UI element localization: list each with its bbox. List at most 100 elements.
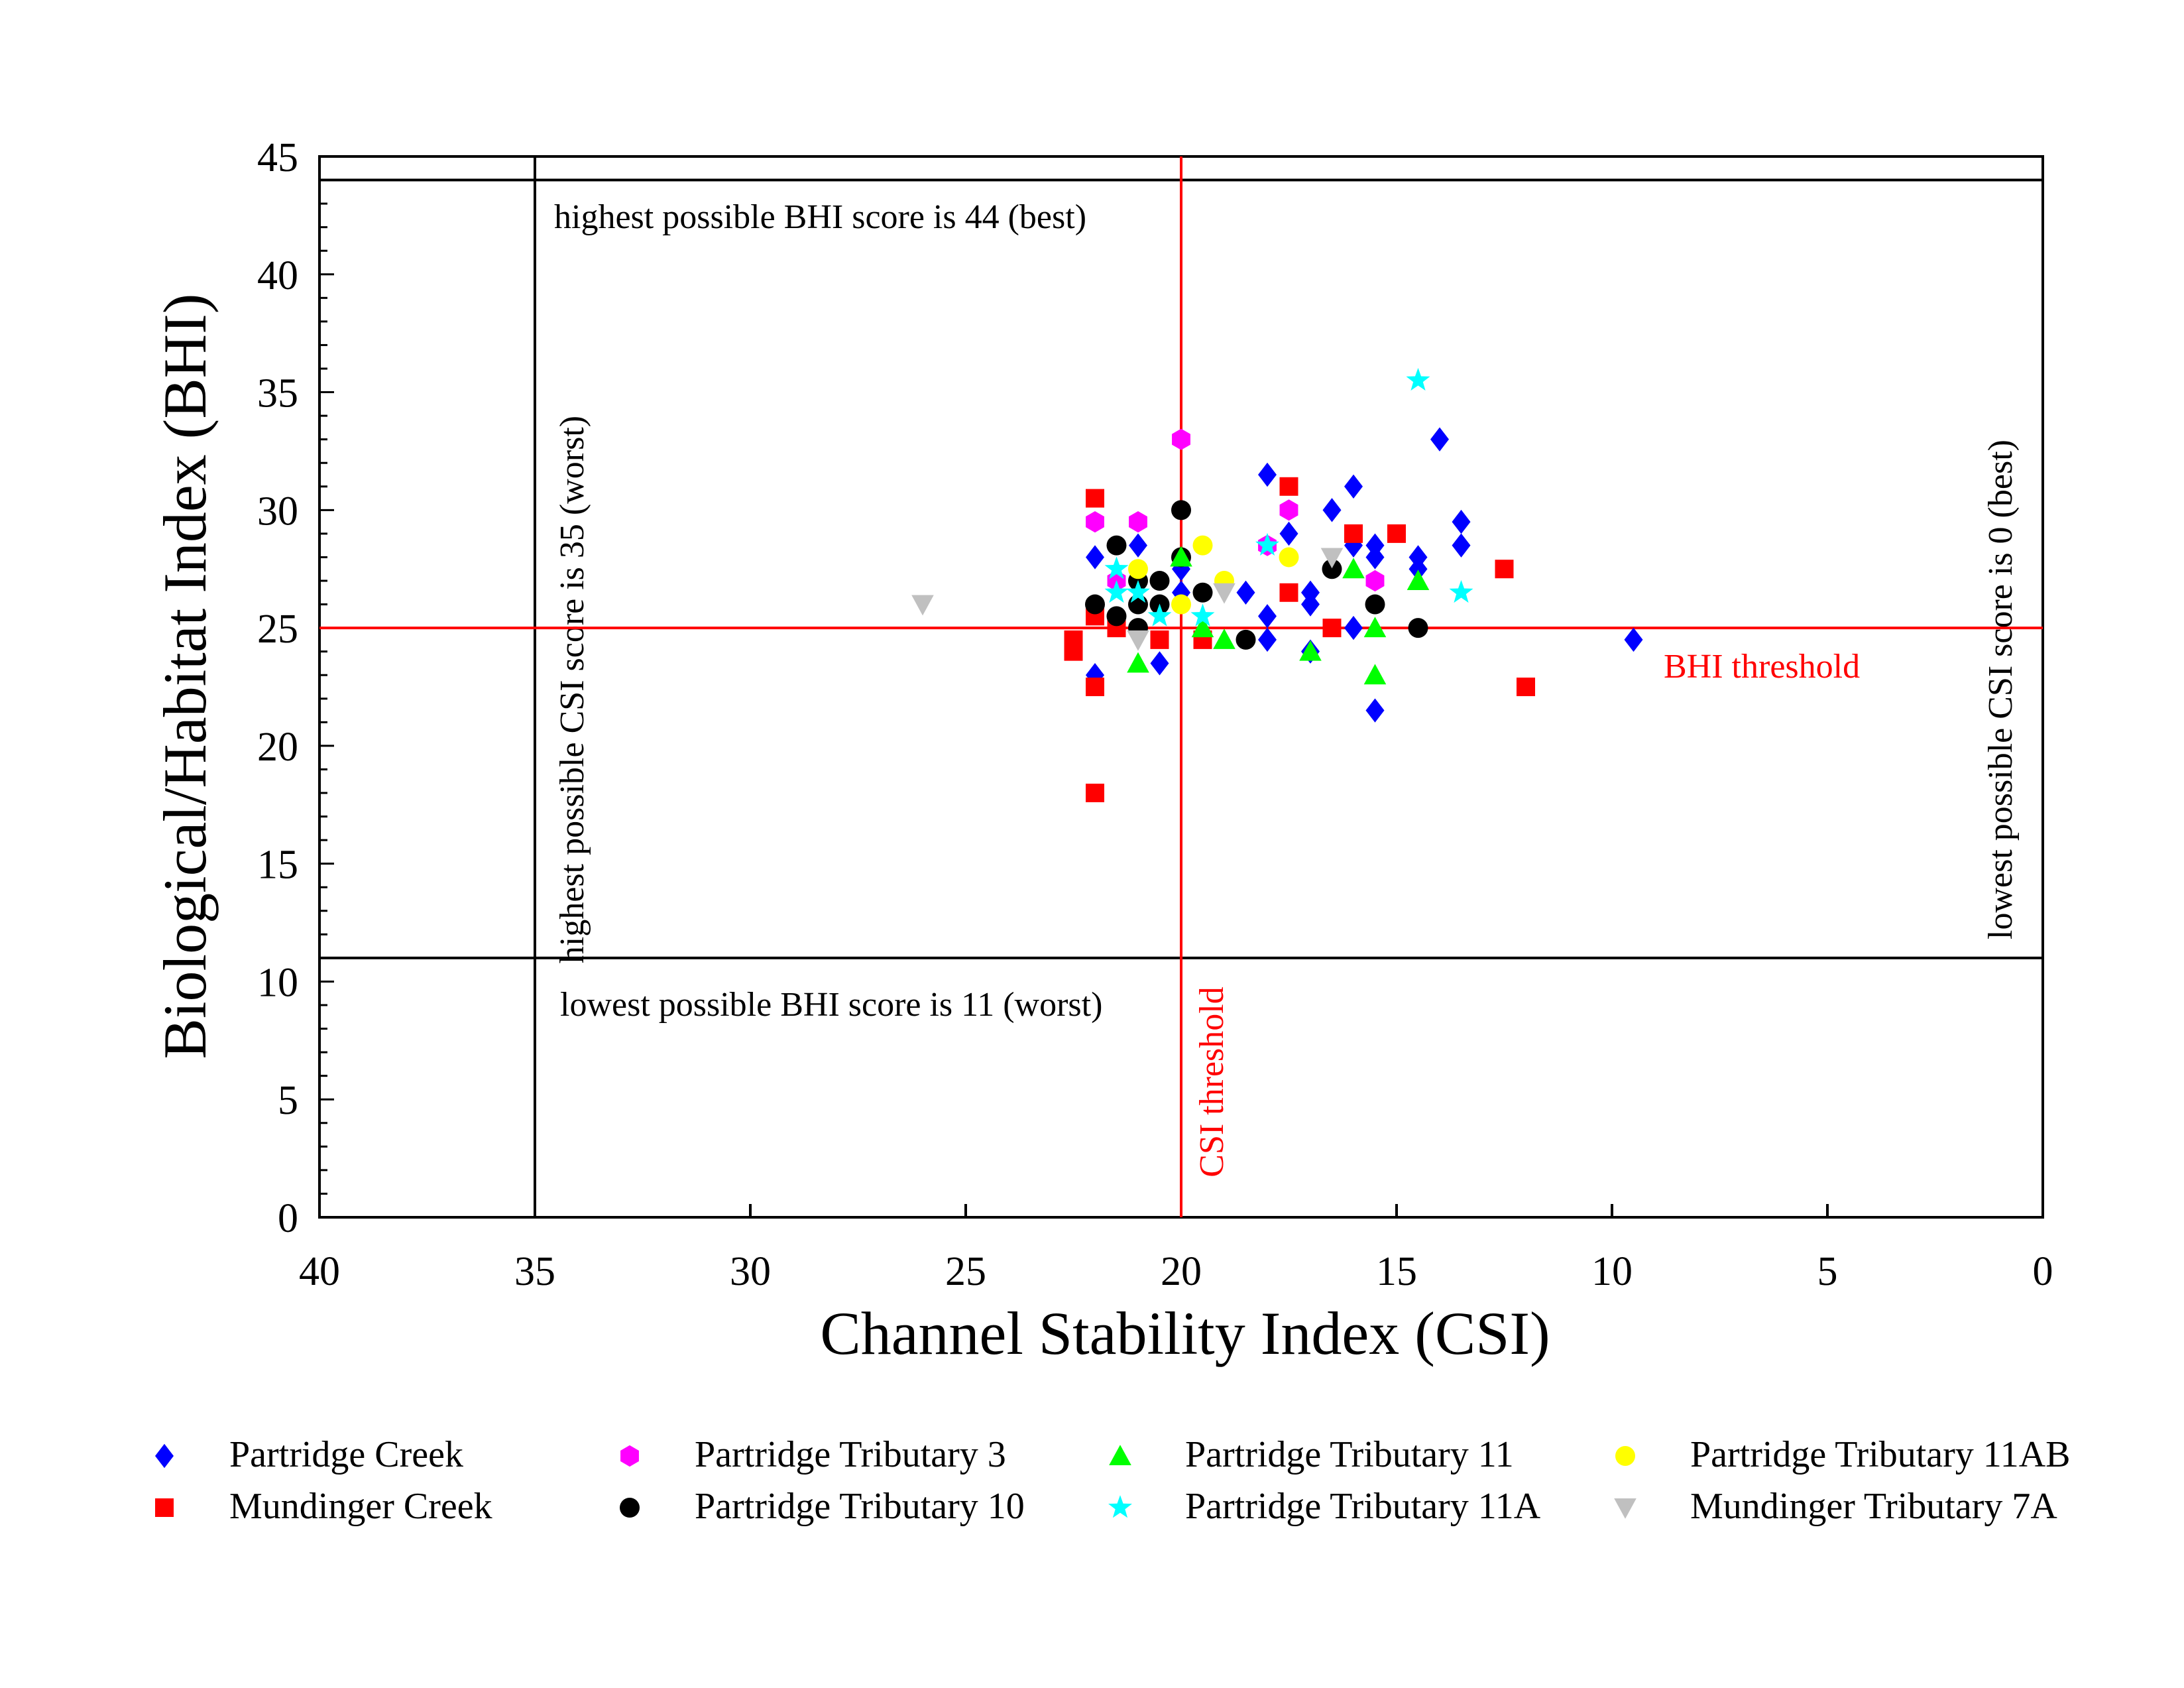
data-point xyxy=(1322,619,1342,638)
data-point xyxy=(1279,547,1299,568)
data-point xyxy=(1452,509,1471,534)
data-point xyxy=(1085,594,1105,615)
data-point xyxy=(1086,678,1104,696)
data-point xyxy=(1171,500,1191,520)
data-point xyxy=(1344,474,1363,499)
legend-label: Partridge Tributary 10 xyxy=(695,1486,1025,1527)
data-point xyxy=(1147,603,1172,627)
data-point xyxy=(1086,511,1104,533)
data-point xyxy=(1387,524,1406,543)
legend-label: Partridge Tributary 3 xyxy=(695,1434,1006,1475)
y-axis-label: Biological/Habitat Index (BHI) xyxy=(151,294,219,1059)
data-point xyxy=(1430,427,1449,452)
data-point xyxy=(1408,557,1428,581)
legend-marker xyxy=(1615,1446,1635,1466)
reference-line-label: lowest possible BHI score is 11 (worst) xyxy=(560,986,1102,1024)
legend-label: Mundinger Tributary 7A xyxy=(1690,1486,2057,1527)
data-point xyxy=(1320,548,1344,569)
legend-marker xyxy=(620,1445,639,1467)
data-point xyxy=(1192,535,1213,556)
plot-axes: 40 35 30 25 20 15 10 5 0 0 5 10 15 20 25 30 35 40 45 xyxy=(257,135,2053,1294)
legend-label: Partridge Tributary 11AB xyxy=(1690,1434,2070,1475)
legend-marker xyxy=(1109,1445,1131,1465)
data-point xyxy=(1127,652,1149,673)
data-point xyxy=(1322,498,1342,522)
data-point xyxy=(1172,580,1190,605)
y-tick-label: 45 xyxy=(257,135,298,180)
data-point xyxy=(1517,678,1535,696)
data-point xyxy=(1363,664,1387,685)
data-point xyxy=(1279,499,1298,521)
x-tick-label: 0 xyxy=(2033,1249,2053,1294)
reference-line-label: lowest possible CSI score is 0 (best) xyxy=(1982,440,2020,939)
data-points xyxy=(911,367,1643,802)
data-point xyxy=(1406,367,1430,391)
x-tick-label: 40 xyxy=(299,1249,340,1294)
data-point xyxy=(1086,663,1104,688)
data-point xyxy=(1408,618,1428,638)
data-point xyxy=(1365,594,1385,615)
legend-marker xyxy=(620,1498,640,1518)
data-point xyxy=(1127,630,1149,651)
x-tick-label: 25 xyxy=(945,1249,986,1294)
data-point xyxy=(1086,784,1104,802)
data-point xyxy=(1344,533,1363,558)
reference-line-label: CSI threshold xyxy=(1193,987,1231,1177)
x-tick-label: 5 xyxy=(1817,1249,1838,1294)
data-point xyxy=(1106,606,1127,627)
data-point xyxy=(1172,428,1190,450)
reference-lines: highest possible BHI score is 44 (best) l… xyxy=(319,156,2044,1217)
y-tick-label: 20 xyxy=(257,725,298,770)
data-point xyxy=(1129,533,1147,558)
data-point xyxy=(1365,545,1385,570)
legend-marker xyxy=(155,1443,174,1469)
legend-label: Mundinger Creek xyxy=(229,1486,492,1527)
y-tick-label: 15 xyxy=(257,843,298,888)
data-point xyxy=(1279,583,1298,602)
x-tick-label: 30 xyxy=(730,1249,771,1294)
data-point xyxy=(1344,615,1363,640)
chart-legend: Partridge Creek Mundinger Creek Partridge … xyxy=(155,1434,2070,1527)
data-point xyxy=(1170,546,1192,567)
x-tick-label: 15 xyxy=(1376,1249,1417,1294)
data-point xyxy=(1279,521,1298,546)
data-point xyxy=(1128,559,1148,579)
data-point xyxy=(911,595,934,616)
y-tick-label: 35 xyxy=(257,371,298,416)
data-point xyxy=(1279,477,1298,496)
x-axis-label: Channel Stability Index (CSI) xyxy=(820,1299,1550,1367)
data-point xyxy=(1322,559,1342,579)
data-point xyxy=(1171,594,1191,615)
data-point xyxy=(1213,629,1236,649)
data-point xyxy=(1365,570,1385,592)
data-point xyxy=(1150,651,1169,676)
data-point xyxy=(1191,617,1214,638)
data-point xyxy=(1624,627,1643,652)
data-point xyxy=(1149,571,1170,591)
y-tick-label: 30 xyxy=(257,489,298,534)
data-point xyxy=(1258,462,1277,487)
data-point xyxy=(1086,545,1104,570)
data-point xyxy=(1344,524,1363,543)
data-point xyxy=(1299,640,1322,661)
data-point xyxy=(1213,583,1236,604)
data-point xyxy=(1258,627,1277,652)
y-tick-label: 0 xyxy=(278,1196,298,1241)
x-tick-label: 10 xyxy=(1591,1249,1633,1294)
x-tick-label: 20 xyxy=(1161,1249,1202,1294)
data-point xyxy=(1192,582,1213,603)
data-point xyxy=(1150,630,1169,649)
legend-marker xyxy=(1614,1498,1637,1519)
x-tick-label: 35 xyxy=(514,1249,555,1294)
data-point xyxy=(1064,642,1083,661)
data-point xyxy=(1086,489,1104,508)
legend-label: Partridge Creek xyxy=(229,1434,463,1475)
legend-label: Partridge Tributary 11A xyxy=(1185,1486,1541,1527)
y-tick-label: 5 xyxy=(278,1078,298,1123)
data-point xyxy=(1106,535,1127,556)
data-point xyxy=(1126,579,1150,603)
data-point xyxy=(1172,557,1190,581)
data-point xyxy=(1342,558,1365,579)
data-point xyxy=(1236,629,1256,650)
data-point xyxy=(1258,604,1277,629)
